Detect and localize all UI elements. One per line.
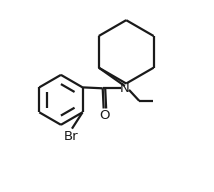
Text: Br: Br bbox=[64, 130, 78, 143]
Text: O: O bbox=[100, 109, 110, 122]
Text: N: N bbox=[120, 82, 130, 95]
